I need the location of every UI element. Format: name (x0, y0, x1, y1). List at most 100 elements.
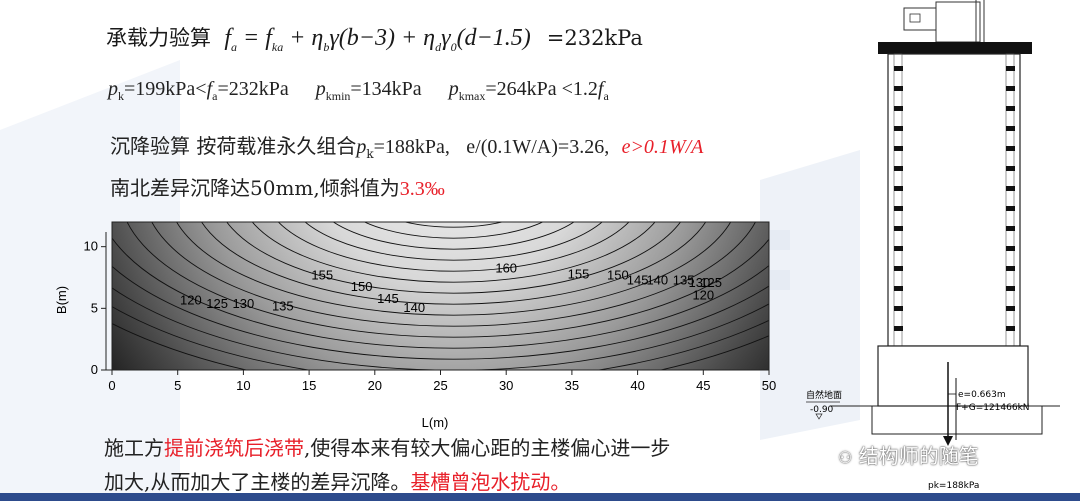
window (1006, 106, 1015, 111)
window (894, 186, 903, 191)
contour-label: 135 (272, 299, 294, 314)
contour-label: 125 (700, 275, 722, 290)
contour-label: 130 (689, 275, 711, 290)
x-tick-label: 5 (174, 378, 181, 393)
window (894, 246, 903, 251)
settlement-contour-chart: 160 155 155 150 150 145 145 140 140 135 135 130 130 1… (50, 205, 790, 430)
window (894, 326, 903, 331)
pkmin-value: =134kPa (350, 78, 422, 100)
watermark: ⚇ 结构师的随笔 (838, 440, 979, 469)
x-tick-label: 0 (108, 378, 115, 393)
settlement-label: 沉降验算 按荷载准永久组合 (110, 134, 357, 158)
settlement-ratio: e/(0.1W/A)=3.26, (466, 136, 610, 158)
formula-result: =232kPa (546, 26, 643, 50)
window (1006, 166, 1015, 171)
load-label: F+G=121466kN (956, 403, 1030, 413)
ground-label: 自然地面 (806, 389, 842, 401)
construction-text-b: ,使得本来有较大偏心距的主楼偏心进一步 (304, 436, 671, 460)
pressure-values: pk=199kPa<fa=232kPa pkmin=134kPa pkmax=2… (108, 78, 609, 103)
y-axis-label: B(m) (54, 286, 69, 314)
window (1006, 306, 1015, 311)
contour-label: 150 (351, 279, 373, 294)
contour-label: 160 (495, 260, 517, 275)
contour-label: 140 (403, 300, 425, 315)
window (894, 166, 903, 171)
window (894, 206, 903, 211)
contour-label: 140 (646, 273, 668, 288)
x-tick-label: 20 (368, 378, 382, 393)
wechat-icon: ⚇ (838, 448, 853, 467)
contour-label: 155 (311, 268, 333, 283)
window (1006, 266, 1015, 271)
y-tick-label: 5 (91, 300, 98, 315)
window (1006, 126, 1015, 131)
construction-text-c: 加大,从而加大了主楼的差异沉降。 (104, 470, 411, 494)
contour-label: 155 (568, 266, 590, 281)
construction-highlight-b: 基槽曾泡水扰动。 (410, 470, 571, 494)
contour-line (251, 222, 656, 283)
contour-label: 120 (180, 292, 202, 307)
building-section-drawing: 自然地面 -0.90 e=0.663m F+G=121466kN pk=188k… (806, 0, 1060, 491)
settlement-check: 沉降验算 按荷载准永久组合pk=188kPa, e/(0.1W/A)=3.26,… (110, 134, 704, 161)
x-tick-label: 35 (565, 378, 579, 393)
window (894, 66, 903, 71)
contour-label: 145 (627, 273, 649, 288)
window (894, 226, 903, 231)
x-tick-label: 45 (696, 378, 710, 393)
tilt-text: 南北差异沉降达50mm,倾斜值为 (110, 176, 400, 200)
bearing-capacity-formula: 承载力验算 fa = fka + ηbγ(b−3) + ηdγ0(d−1.5) … (106, 22, 643, 55)
window (1006, 206, 1015, 211)
formula-expression: fa = fka + ηbγ(b−3) + ηdγ0(d−1.5) (224, 25, 537, 54)
window (894, 86, 903, 91)
y-tick-label: 10 (84, 239, 98, 254)
pkmax-value: =264kPa <1.2 (485, 78, 598, 100)
ground-elevation: -0.90 (810, 405, 834, 415)
window (1006, 66, 1015, 71)
eccentricity-label: e=0.663m (958, 390, 1006, 400)
watermark-text: 结构师的随笔 (858, 444, 979, 468)
x-tick-label: 50 (762, 378, 776, 393)
x-tick-label: 40 (630, 378, 644, 393)
window (1006, 286, 1015, 291)
contour-line (112, 237, 769, 349)
contour-line (277, 222, 630, 272)
contour-line (176, 222, 732, 316)
x-tick-label: 15 (302, 378, 316, 393)
x-axis-label: L(m) (422, 415, 449, 430)
contour-label: 145 (377, 291, 399, 306)
contour-line (201, 222, 707, 305)
y-tick-label: 0 (91, 362, 98, 377)
window (1006, 326, 1015, 331)
window (894, 286, 903, 291)
contour-line (226, 222, 682, 294)
contour-line (304, 222, 603, 261)
contour-label: 135 (673, 273, 695, 288)
pkmax-sub: kmax (458, 89, 486, 103)
contour-line (332, 222, 575, 250)
window (1006, 186, 1015, 191)
fa-value: =232kPa (217, 78, 289, 100)
contour-label: 130 (233, 296, 255, 311)
contour-label: 150 (607, 268, 629, 283)
construction-text-a: 施工方 (104, 436, 164, 460)
window (894, 106, 903, 111)
window (894, 266, 903, 271)
settlement-pk: =188kPa, (373, 136, 450, 158)
contour-label: 120 (692, 287, 714, 302)
x-tick-label: 25 (433, 378, 447, 393)
window (1006, 146, 1015, 151)
construction-line-2: 加大,从而加大了主楼的差异沉降。基槽曾泡水扰动。 (104, 466, 570, 495)
formula-label: 承载力验算 (106, 26, 211, 50)
fa-symbol: f (206, 78, 213, 100)
window (1006, 246, 1015, 251)
pk-value: =199kPa< (124, 78, 207, 100)
fa-sub: a (212, 89, 218, 103)
contour-label: 125 (206, 296, 228, 311)
x-tick-label: 10 (236, 378, 250, 393)
window (1006, 226, 1015, 231)
window (894, 146, 903, 151)
contour-line (363, 222, 544, 239)
contour-line (151, 222, 756, 327)
pk-label: pk=188kPa (928, 481, 979, 491)
